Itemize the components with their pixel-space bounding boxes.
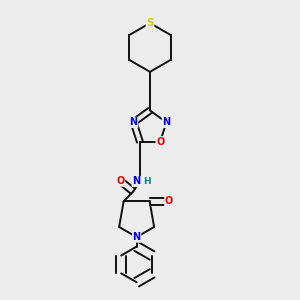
Text: N: N xyxy=(162,117,170,128)
Text: N: N xyxy=(133,232,141,242)
Text: H: H xyxy=(143,177,151,186)
Text: O: O xyxy=(156,137,164,147)
Text: O: O xyxy=(116,176,125,186)
Text: N: N xyxy=(132,176,140,187)
Text: N: N xyxy=(130,117,138,128)
Text: S: S xyxy=(146,18,154,28)
Text: O: O xyxy=(165,196,173,206)
